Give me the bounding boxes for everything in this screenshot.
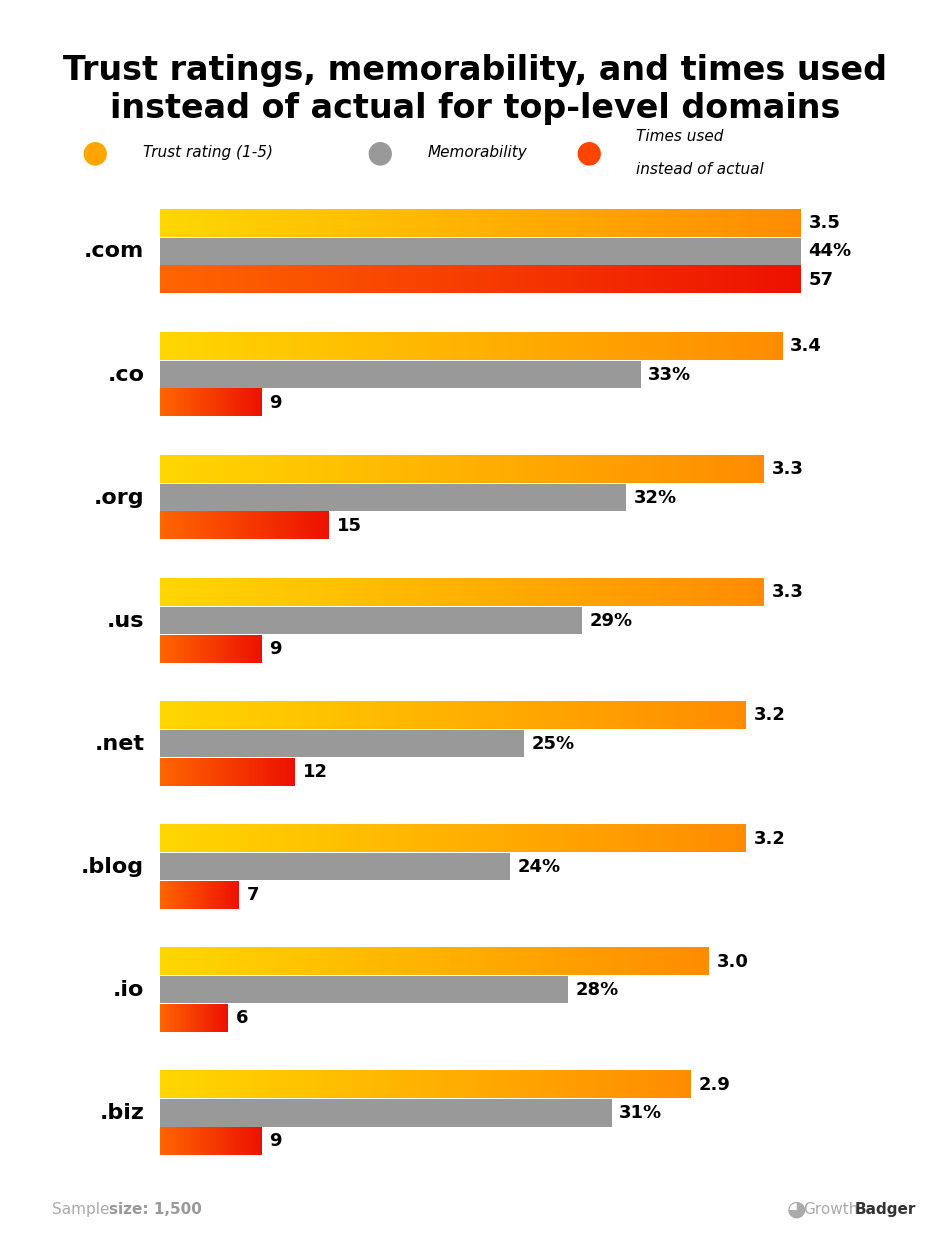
Text: 57: 57	[808, 270, 833, 289]
Text: 7: 7	[247, 886, 259, 904]
Text: 25%: 25%	[532, 735, 575, 752]
Bar	[161, 238, 801, 265]
Text: .com: .com	[84, 242, 144, 262]
Text: 6: 6	[236, 1009, 248, 1027]
Text: .io: .io	[113, 980, 144, 1000]
Text: .blog: .blog	[81, 856, 144, 876]
Text: Trust ratings, memorability, and times used
instead of actual for top-level doma: Trust ratings, memorability, and times u…	[63, 54, 887, 125]
Text: Sample: Sample	[52, 1202, 110, 1217]
Text: 32%: 32%	[634, 488, 677, 507]
Text: ●: ●	[576, 138, 602, 168]
Text: 31%: 31%	[619, 1104, 662, 1122]
Text: ●: ●	[82, 138, 108, 168]
Text: .org: .org	[94, 487, 144, 507]
Text: .net: .net	[94, 734, 144, 754]
Bar	[161, 977, 568, 1003]
Bar	[161, 607, 582, 635]
Text: 3.0: 3.0	[717, 953, 749, 970]
Text: 3.2: 3.2	[753, 706, 786, 725]
Text: ◕: ◕	[787, 1199, 806, 1219]
Text: 3.3: 3.3	[771, 461, 804, 478]
Text: Badger: Badger	[855, 1202, 917, 1217]
Bar	[161, 854, 509, 880]
Bar	[161, 485, 626, 511]
Text: 12: 12	[303, 762, 328, 781]
Bar	[161, 361, 640, 388]
Text: instead of actual: instead of actual	[636, 162, 764, 177]
Text: size: 1,500: size: 1,500	[109, 1202, 202, 1217]
Text: 3.5: 3.5	[808, 214, 841, 232]
Text: Growth: Growth	[803, 1202, 858, 1217]
Text: 29%: 29%	[590, 612, 634, 630]
Text: 9: 9	[269, 394, 281, 412]
Text: .biz: .biz	[100, 1103, 144, 1123]
Text: 44%: 44%	[808, 243, 851, 260]
Bar	[161, 1099, 612, 1127]
Text: 9: 9	[269, 640, 281, 659]
Text: Memorability: Memorability	[428, 145, 527, 160]
Text: 3.2: 3.2	[753, 830, 786, 848]
Text: .us: .us	[106, 611, 144, 631]
Text: ●: ●	[367, 138, 393, 168]
Text: 3.3: 3.3	[771, 583, 804, 601]
Text: 15: 15	[336, 517, 362, 535]
Text: Trust rating (1-5): Trust rating (1-5)	[142, 145, 273, 160]
Text: 24%: 24%	[518, 858, 560, 876]
Text: .co: .co	[107, 364, 144, 384]
Text: Times used: Times used	[636, 129, 724, 144]
Text: 28%: 28%	[576, 980, 618, 999]
Text: 3.4: 3.4	[790, 337, 822, 356]
Text: 33%: 33%	[648, 366, 692, 383]
Text: 2.9: 2.9	[698, 1075, 731, 1094]
Bar	[161, 730, 524, 757]
Text: 9: 9	[269, 1132, 281, 1151]
